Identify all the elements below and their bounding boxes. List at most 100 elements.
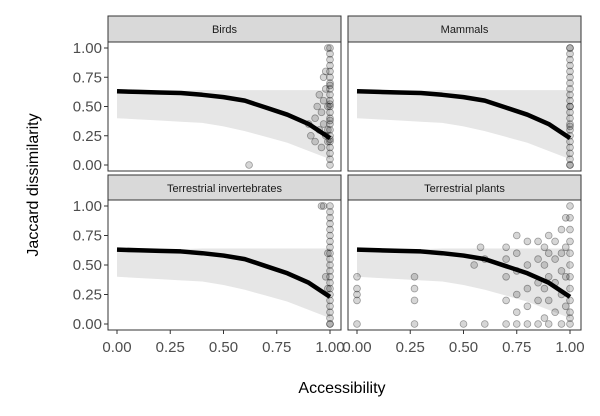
x-axis-title: Accessibility (298, 380, 385, 397)
data-point (319, 73, 328, 82)
data-point (319, 120, 328, 128)
data-point (319, 96, 328, 105)
data-point (523, 302, 532, 311)
data-point (324, 126, 332, 134)
data-point (566, 79, 574, 87)
data-point (566, 320, 574, 328)
data-point (326, 85, 334, 93)
facet-strip-label: Mammals (441, 24, 489, 36)
data-point (326, 116, 334, 125)
data-point (326, 267, 334, 275)
data-point (326, 91, 334, 99)
x-tick-label: 1.00 (555, 339, 584, 356)
data-point (523, 237, 532, 246)
data-point (557, 249, 566, 258)
data-point (480, 255, 489, 263)
data-point (324, 44, 332, 52)
facet-strip-label: Terrestrial invertebrates (167, 183, 282, 195)
data-point (326, 100, 334, 108)
data-point (551, 255, 559, 263)
data-point (326, 81, 334, 90)
panel-border (347, 41, 582, 172)
data-point (326, 237, 334, 246)
facet-strip (347, 174, 582, 201)
fit-line (356, 89, 572, 140)
data-point (326, 320, 334, 328)
data-point (326, 126, 334, 134)
data-point (544, 296, 553, 305)
data-point (326, 225, 334, 234)
data-point (326, 61, 334, 70)
data-point (561, 214, 570, 222)
data-point (502, 255, 510, 263)
data-point (551, 278, 559, 287)
fit-line (116, 247, 332, 299)
data-point (557, 267, 566, 275)
data-point (523, 284, 532, 293)
data-point (566, 131, 574, 140)
data-point (512, 267, 521, 275)
data-point (326, 120, 334, 128)
data-point (326, 131, 334, 140)
data-point (544, 272, 553, 281)
data-point (551, 237, 559, 246)
confidence-ribbon (357, 90, 570, 160)
data-point (534, 320, 542, 328)
data-point (566, 67, 574, 76)
y-axis-bottom-row: 0.00 0.25 0.50 0.75 1.00 (73, 198, 108, 333)
data-point (566, 61, 574, 70)
data-point (326, 278, 334, 287)
fit-line (356, 247, 572, 299)
data-point (326, 296, 334, 305)
data-point (326, 55, 334, 64)
data-point (566, 161, 574, 169)
facet-strip-label: Birds (212, 24, 238, 36)
y-tick-label: 0.00 (73, 316, 102, 333)
data-point (326, 155, 334, 163)
data-point (353, 320, 361, 328)
data-point (245, 161, 253, 169)
data-point (321, 67, 330, 76)
data-point (317, 143, 326, 152)
data-point (566, 314, 574, 322)
data-point (324, 249, 332, 258)
data-point (502, 296, 510, 305)
data-point (540, 284, 549, 293)
data-point (523, 320, 532, 328)
data-point (557, 225, 566, 234)
data-point (544, 320, 553, 328)
data-point (540, 314, 549, 322)
data-point (326, 243, 334, 252)
data-point (512, 308, 521, 317)
data-point (566, 214, 574, 222)
facet-panel: Birds (107, 15, 342, 172)
data-point (534, 255, 542, 263)
data-point (544, 249, 553, 258)
x-tick-label: 0.25 (396, 339, 425, 356)
data-point (326, 302, 334, 311)
data-point (566, 149, 574, 158)
y-tick-label: 0.50 (73, 99, 102, 116)
data-point (566, 143, 574, 152)
data-point (566, 85, 574, 93)
data-point (566, 202, 574, 210)
data-point (324, 137, 332, 146)
data-point (326, 202, 334, 210)
data-point (410, 272, 419, 281)
x-tick-label: 0.75 (262, 339, 291, 356)
data-point (551, 308, 559, 317)
data-point (321, 131, 330, 140)
data-point (566, 161, 574, 169)
data-point (566, 126, 574, 134)
data-point (326, 96, 334, 105)
data-point (315, 126, 324, 134)
x-tick-label: 0.50 (209, 339, 238, 356)
data-point (566, 296, 574, 305)
data-point (410, 296, 419, 305)
data-point (311, 137, 319, 146)
data-point (313, 102, 322, 111)
data-point (540, 261, 549, 269)
data-point (326, 284, 334, 293)
fit-line (116, 89, 332, 140)
